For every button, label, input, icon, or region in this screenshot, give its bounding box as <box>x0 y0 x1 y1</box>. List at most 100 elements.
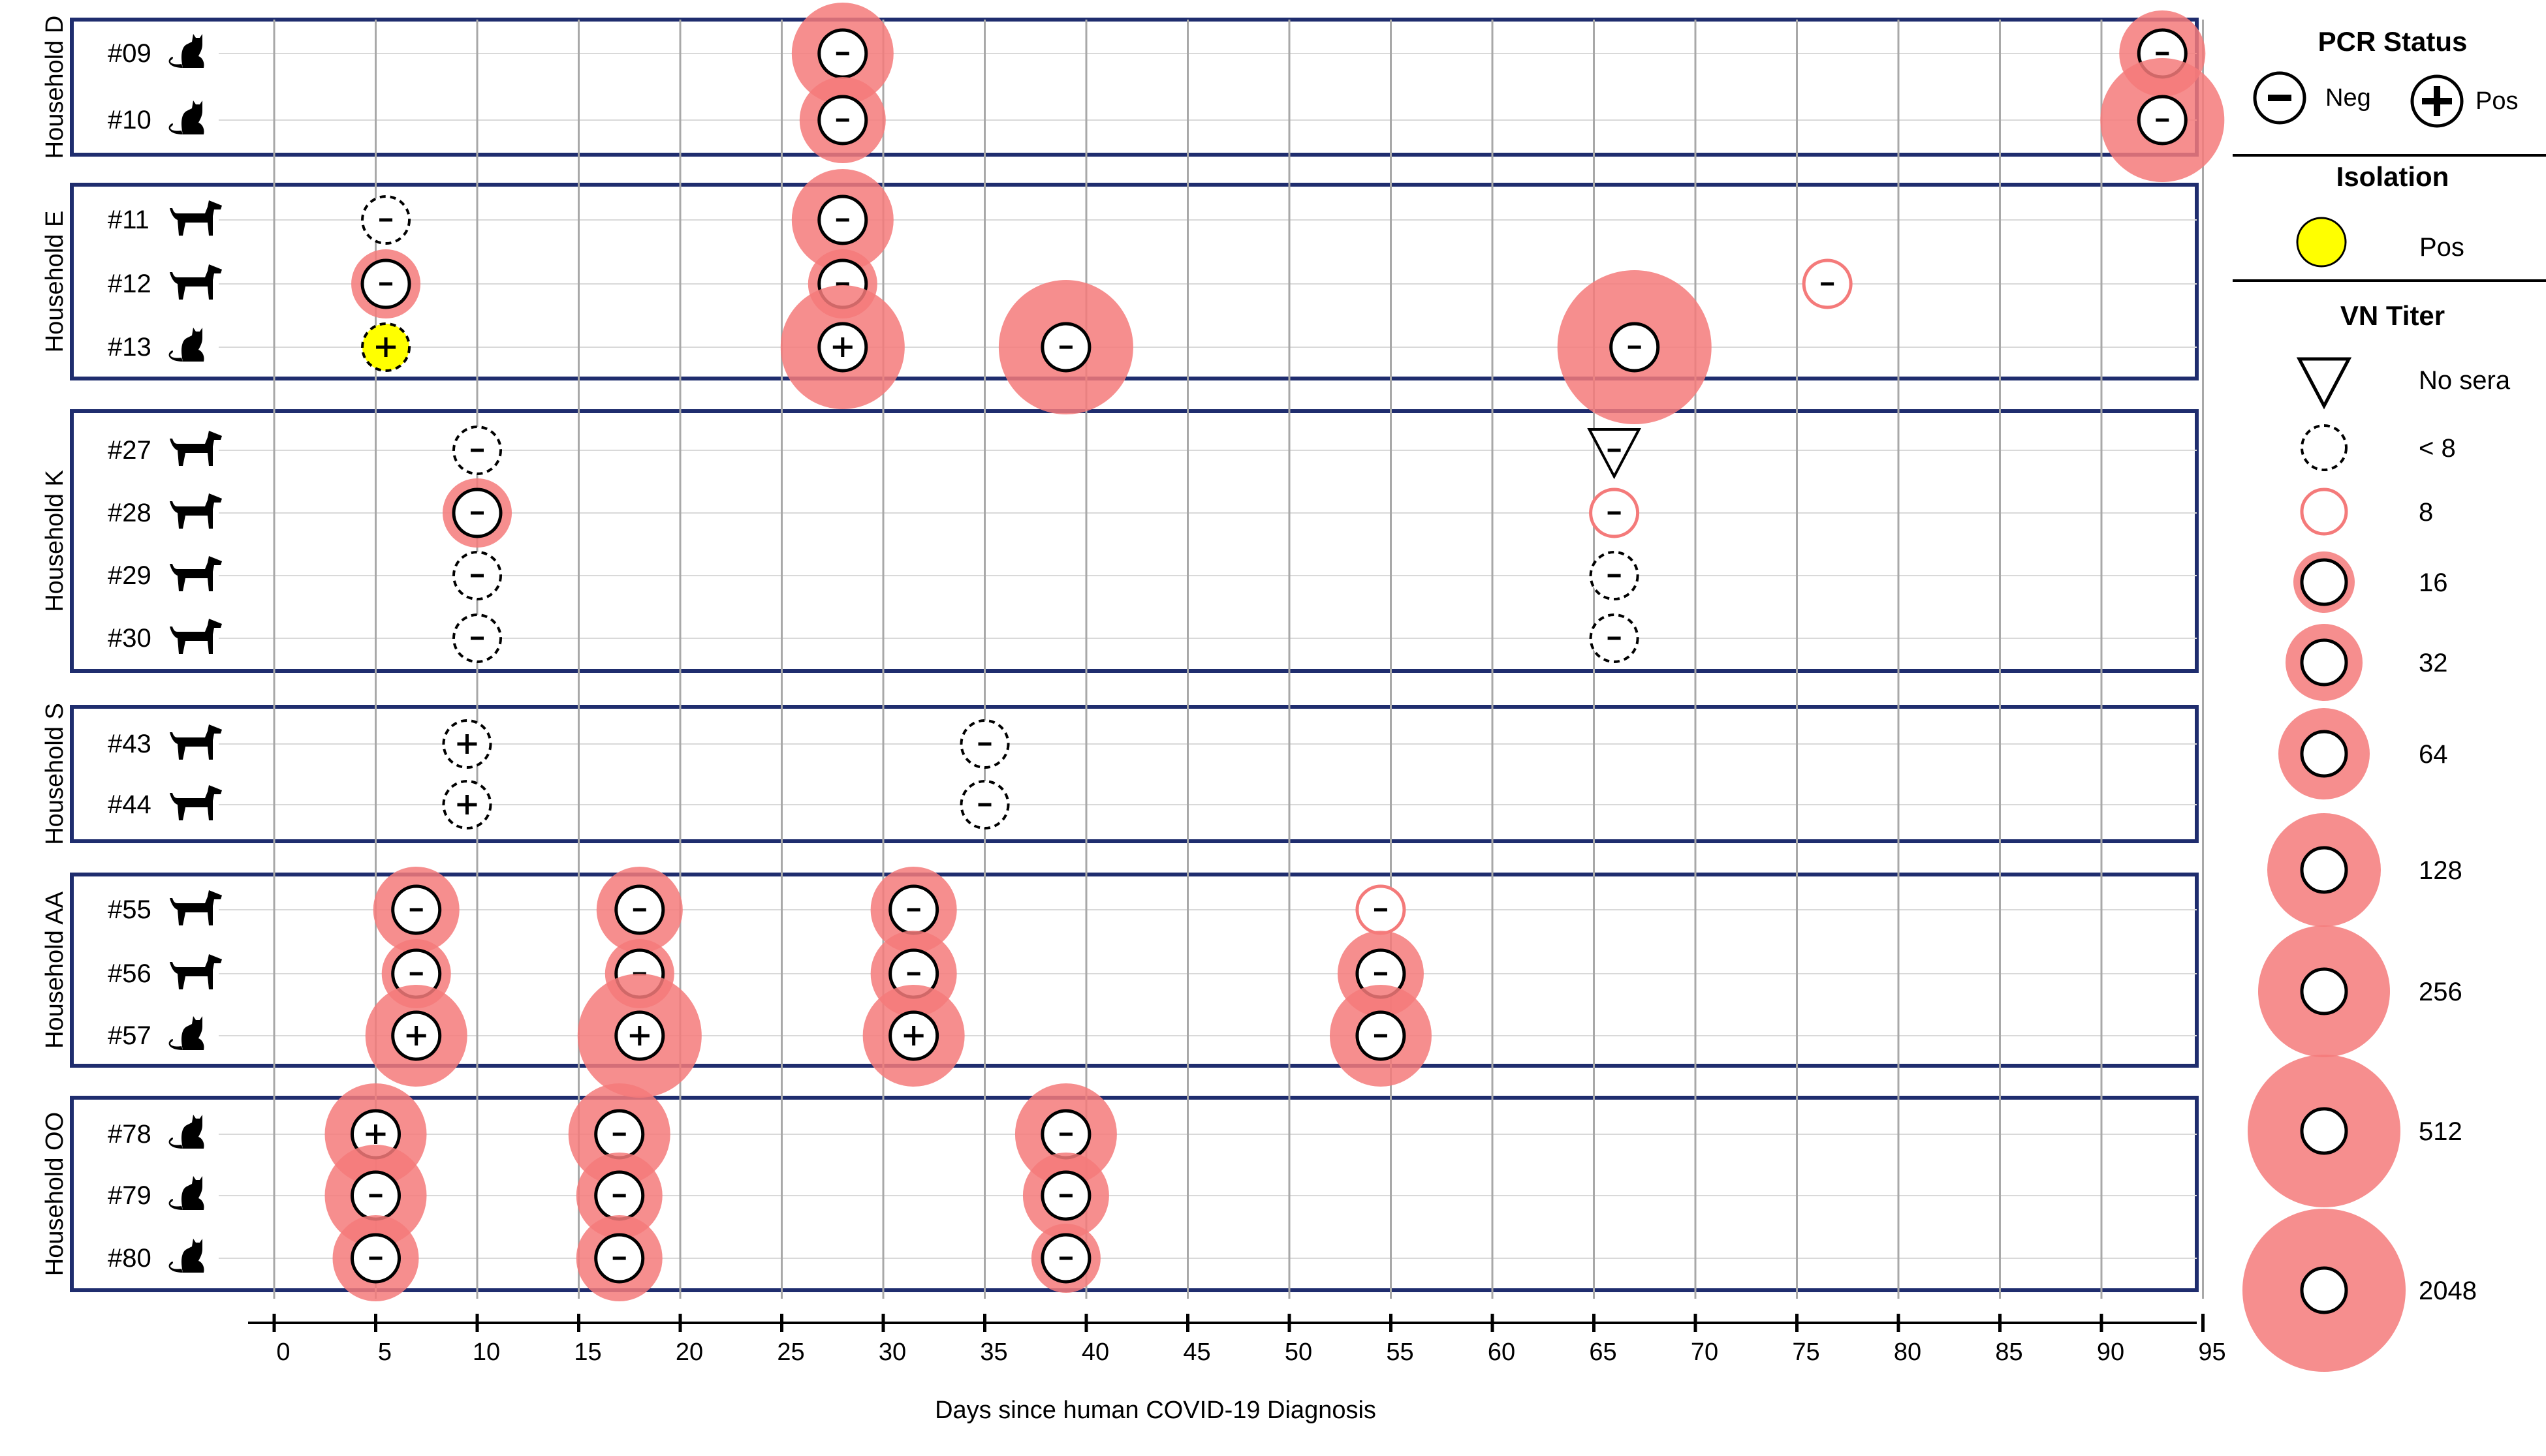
household-panel <box>70 873 2199 1068</box>
neg-sign <box>379 218 393 222</box>
neg-sign <box>1374 972 1387 976</box>
legend-titer-symbol <box>2300 1107 2348 1155</box>
animal-id-label: #56 <box>108 959 151 988</box>
neg-sign <box>978 803 992 807</box>
neg-sign <box>612 1194 626 1198</box>
neg-sign <box>1607 636 1621 640</box>
sample-marker <box>960 719 1010 769</box>
sample-marker <box>568 1083 670 1185</box>
x-tick-label: 40 <box>1082 1339 1109 1366</box>
sample-marker <box>960 780 1010 829</box>
x-tick-label: 85 <box>1995 1339 2022 1366</box>
neg-sign <box>379 282 393 286</box>
animal-id-label: #80 <box>108 1244 151 1273</box>
x-tick-label: 70 <box>1691 1339 1718 1366</box>
neg-sign <box>978 742 992 746</box>
legend-titer-item: 2048 <box>2242 1209 2477 1372</box>
household-label: Household K <box>41 470 69 612</box>
animal-id-label: #43 <box>108 730 151 758</box>
legend-titer-item: 16 <box>2293 551 2448 613</box>
pos-sign <box>374 1124 377 1144</box>
neg-sign <box>1627 345 1641 349</box>
sample-marker <box>998 280 1133 414</box>
legend-titer-label: 2048 <box>2419 1277 2477 1305</box>
legend-titer-item: No sera <box>2296 357 2511 410</box>
legend-titer-label: 128 <box>2419 856 2462 885</box>
x-tick-label: 95 <box>2198 1339 2225 1366</box>
sample-marker <box>373 867 460 953</box>
legend-titer-item: < 8 <box>2301 424 2456 471</box>
x-tick-label: 75 <box>1792 1339 1819 1366</box>
household-panel <box>70 705 2199 843</box>
legend-titer-item: 64 <box>2278 708 2448 799</box>
animal-id-label: #30 <box>108 624 151 653</box>
neg-sign <box>2156 52 2169 55</box>
neg-sign <box>471 448 484 452</box>
legend-titer-label: 512 <box>2419 1117 2462 1146</box>
x-tick-label: 25 <box>777 1339 804 1366</box>
dog-icon <box>170 724 222 760</box>
legend-titer-symbol <box>2300 638 2348 687</box>
dog-icon <box>170 954 222 989</box>
animal-id-label: #27 <box>108 436 151 465</box>
neg-sign <box>1607 574 1621 578</box>
sample-marker <box>596 867 683 953</box>
household-label: Household S <box>41 703 69 845</box>
sample-marker <box>332 1215 419 1301</box>
neg-sign <box>907 908 920 912</box>
dog-icon <box>170 264 222 300</box>
sample-marker <box>365 985 467 1087</box>
neg-sign <box>836 118 849 122</box>
legend-titer-label: 64 <box>2419 740 2448 769</box>
pos-sign <box>912 1026 916 1046</box>
pos-sign <box>465 734 469 754</box>
legend-pos-label: Pos <box>2475 87 2518 115</box>
sample-marker <box>576 1153 663 1239</box>
sample-marker <box>1022 1153 1109 1239</box>
x-tick-label: 35 <box>980 1339 1007 1366</box>
cat-icon <box>168 1115 204 1149</box>
neg-sign <box>1607 448 1621 452</box>
sample-marker <box>577 974 702 1098</box>
sample-marker <box>791 169 894 271</box>
cat-icon <box>168 34 204 68</box>
neg-sign <box>633 908 646 912</box>
dog-icon <box>170 200 222 236</box>
cat-icon <box>168 1176 204 1210</box>
sample-marker <box>442 719 492 769</box>
household-panel <box>70 409 2199 673</box>
household-panel <box>70 1096 2199 1292</box>
legend-titer-symbol <box>2300 730 2348 778</box>
legend-titer-item: 128 <box>2267 813 2462 927</box>
x-tick-label: 65 <box>1589 1339 1616 1366</box>
neg-sign <box>1821 282 1834 286</box>
legend-titer-item: 256 <box>2258 925 2462 1057</box>
neg-sign <box>1059 1132 1073 1136</box>
dog-icon <box>170 619 222 654</box>
pos-sign <box>841 337 845 357</box>
neg-sign <box>1059 1194 1073 1198</box>
no-sera-triangle <box>2296 357 2352 410</box>
legend-titer-label: 8 <box>2419 498 2433 527</box>
sample-marker <box>1587 428 1641 480</box>
legend-isolation-symbol <box>2296 217 2347 268</box>
animal-id-label: #28 <box>108 499 151 527</box>
sample-marker <box>351 249 421 318</box>
neg-sign <box>471 511 484 515</box>
legend-titer-item: 512 <box>2248 1055 2462 1207</box>
neg-sign <box>633 972 646 976</box>
legend-titer-symbol <box>2301 424 2348 471</box>
sample-marker <box>1355 884 1406 935</box>
legend-titer-symbol <box>2300 488 2348 536</box>
animal-id-label: #29 <box>108 561 151 590</box>
x-tick-label: 55 <box>1386 1339 1413 1366</box>
legend-titer-symbol <box>2300 846 2348 894</box>
legend-titer-label: 32 <box>2419 649 2448 677</box>
legend-titer-item: 8 <box>2300 488 2433 536</box>
neg-sign <box>369 1194 383 1198</box>
x-tick-label: 60 <box>1488 1339 1515 1366</box>
sample-marker <box>324 1145 427 1247</box>
household-panel <box>70 18 2199 157</box>
legend-titer-label: < 8 <box>2419 434 2456 463</box>
household-panel <box>70 183 2199 380</box>
